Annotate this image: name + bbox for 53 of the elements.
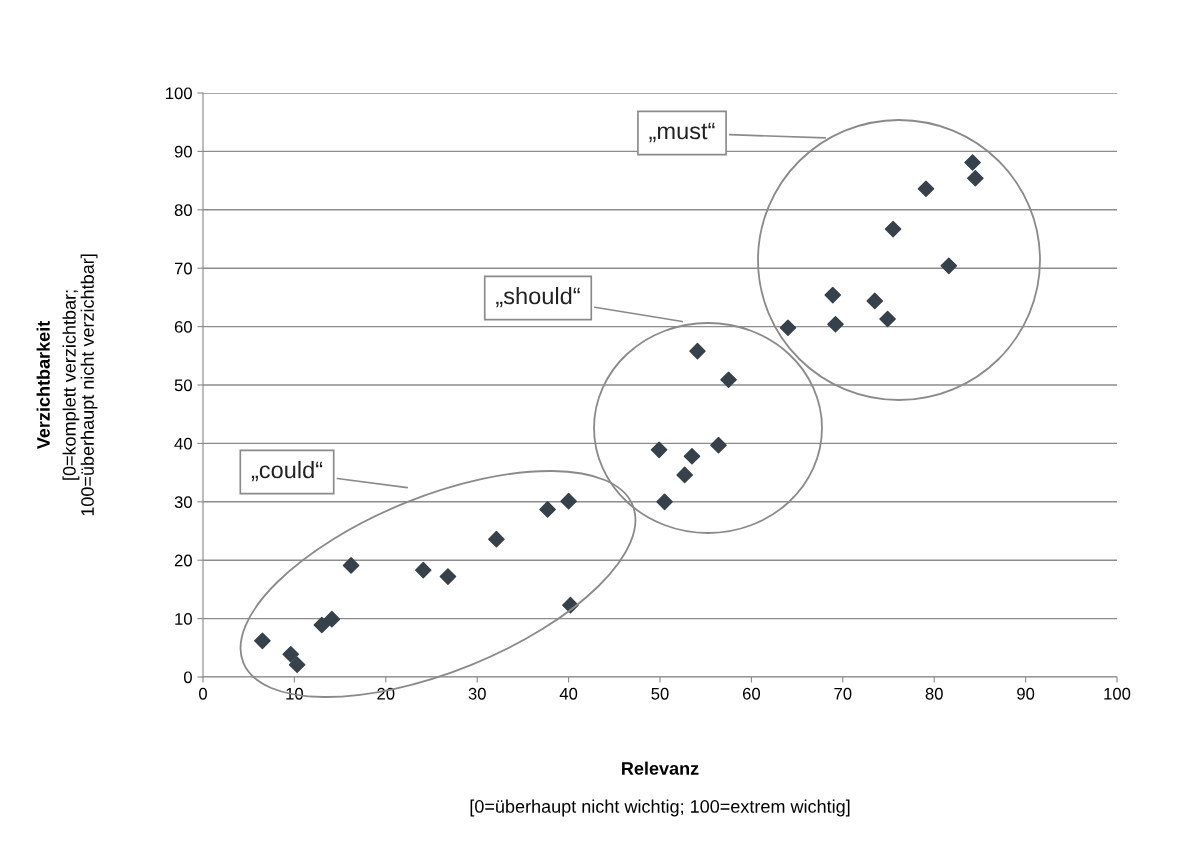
x-tick-label: 0 bbox=[199, 687, 207, 700]
point bbox=[560, 492, 577, 510]
point bbox=[866, 292, 884, 310]
y-tick-label: 60 bbox=[174, 321, 192, 333]
point bbox=[824, 286, 842, 304]
point bbox=[917, 180, 935, 198]
y-tick-label: 20 bbox=[174, 554, 192, 567]
point bbox=[488, 530, 505, 548]
point bbox=[884, 220, 902, 238]
point bbox=[676, 466, 693, 484]
y-tick-label: 80 bbox=[174, 204, 192, 216]
point bbox=[827, 315, 844, 333]
y-tick-label: 100 bbox=[166, 87, 192, 100]
x-tick-label: 50 bbox=[651, 687, 669, 700]
point bbox=[323, 610, 341, 628]
annotation: „could“ bbox=[251, 460, 323, 482]
point bbox=[720, 371, 737, 389]
point bbox=[650, 441, 668, 459]
y-tick-label: 50 bbox=[174, 379, 192, 392]
point bbox=[940, 257, 958, 275]
point bbox=[967, 169, 984, 187]
x-tick-label: 60 bbox=[742, 687, 761, 700]
point bbox=[656, 493, 673, 511]
y-tick-label: 40 bbox=[174, 437, 192, 450]
x-tick-label: 100 bbox=[1104, 687, 1131, 700]
point bbox=[779, 319, 797, 337]
x-tick-label: 80 bbox=[925, 687, 943, 700]
point bbox=[439, 568, 457, 585]
annotation: „should“ bbox=[496, 286, 580, 308]
point bbox=[414, 561, 432, 579]
point bbox=[282, 645, 300, 663]
point bbox=[879, 310, 896, 328]
x-tick-label: 90 bbox=[1017, 687, 1035, 700]
y-axis-title: Verzichtbarkeit [0=komplett verzichtbar; 100=überhaupt nicht verzichtbar] bbox=[36, 254, 98, 516]
y-tick-label: 0 bbox=[183, 671, 192, 684]
annotation: „must“ bbox=[649, 122, 715, 143]
point bbox=[288, 656, 306, 674]
x-tick-label: 70 bbox=[834, 687, 852, 700]
y-tick-label: 10 bbox=[175, 613, 192, 625]
point bbox=[710, 436, 727, 454]
text: Relevanz [0=überhaupt nicht wichtig; 100=extrem wichtig] bbox=[470, 761, 850, 817]
point bbox=[689, 342, 706, 360]
x-tick-label: 40 bbox=[559, 687, 578, 700]
point bbox=[964, 154, 981, 171]
point bbox=[254, 632, 271, 650]
x-tick-label: 30 bbox=[468, 687, 486, 700]
y-tick-label: 70 bbox=[174, 262, 192, 275]
y-tick-label: 30 bbox=[174, 496, 192, 508]
point bbox=[313, 616, 331, 634]
point bbox=[683, 447, 701, 465]
y-tick-label: 90 bbox=[174, 145, 192, 158]
point bbox=[539, 501, 556, 518]
point bbox=[342, 557, 360, 574]
